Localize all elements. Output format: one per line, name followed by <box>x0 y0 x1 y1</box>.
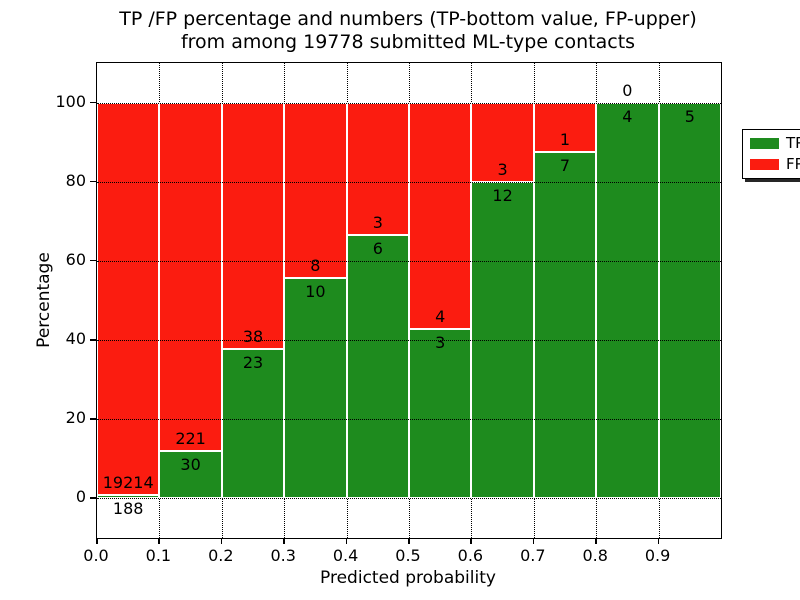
y-axis-label: Percentage <box>34 252 54 348</box>
y-tick-label: 100 <box>55 91 86 111</box>
fp-bar-segment <box>346 102 409 235</box>
tp-count-label: 188 <box>112 498 144 518</box>
x-tick-label: 0.9 <box>644 546 671 565</box>
fp-bar-segment <box>159 102 222 452</box>
y-tick-label: 80 <box>65 170 86 190</box>
chart-title-line1: TP /FP percentage and numbers (TP-bottom… <box>119 8 697 30</box>
legend: TP FP <box>742 129 800 179</box>
tp-count-label: 6 <box>372 238 383 258</box>
x-tick-label: 0.8 <box>582 546 608 565</box>
tp-bar-segment <box>159 451 222 499</box>
fp-bar-segment <box>533 102 597 153</box>
legend-item-fp: FP <box>750 157 800 172</box>
chart-title-line2: from among 19778 submitted ML-type conta… <box>180 31 636 53</box>
fp-bar-segment <box>284 102 347 279</box>
fp-swatch-icon <box>750 159 779 170</box>
h-gridline <box>97 102 721 104</box>
tp-bar-segment <box>658 102 721 499</box>
y-tick-label: 0 <box>75 487 86 507</box>
h-gridline <box>97 419 721 421</box>
fp-bar-segment <box>221 102 285 350</box>
fp-count-label: 38 <box>242 327 264 347</box>
x-tickmark <box>96 538 98 544</box>
x-tick-label: 0.1 <box>145 546 172 565</box>
x-tick-label: 0.3 <box>270 546 296 565</box>
x-tick-label: 0.5 <box>395 546 421 565</box>
y-tickmark <box>90 418 96 420</box>
h-gridline <box>97 498 721 500</box>
x-tickmark <box>470 538 472 544</box>
tp-count-label: 30 <box>180 455 201 475</box>
x-tick-label: 0.4 <box>332 546 359 565</box>
tp-bar-segment <box>596 102 659 499</box>
tp-count-label: 3 <box>435 332 446 352</box>
plot-area: TP FP 19214 188 221 30 38 23 8 10 3 6 4 3 3 12 1 7 0 4 5 <box>96 62 800 539</box>
x-tick-label: 0.6 <box>457 546 484 565</box>
x-tickmark <box>657 538 660 544</box>
tp-bar-segment <box>409 328 472 499</box>
x-tickmark <box>532 538 535 544</box>
legend-label-tp: TP <box>786 134 800 152</box>
fp-bar-segment <box>97 102 160 495</box>
y-tick-label: 60 <box>65 249 86 269</box>
x-axis-label: Predicted probability <box>320 568 496 588</box>
y-tick-label: 40 <box>65 329 86 349</box>
fp-count-label: 4 <box>435 306 446 326</box>
fp-count-label: 3 <box>497 159 508 179</box>
tp-count-label: 23 <box>242 353 264 373</box>
tp-swatch-icon <box>750 138 779 149</box>
x-tick-label: 0.0 <box>83 546 109 565</box>
y-tickmark <box>90 339 96 341</box>
fp-count-label: 3 <box>372 212 383 232</box>
h-gridline <box>97 181 721 183</box>
legend-item-tp: TP <box>750 136 800 151</box>
y-tickmark <box>90 101 96 104</box>
fp-count-label: 0 <box>622 80 633 100</box>
tp-bar-segment <box>97 494 160 499</box>
y-tick-label: 20 <box>65 408 86 428</box>
h-gridline <box>97 260 721 262</box>
x-tickmark <box>408 538 410 544</box>
tp-count-label: 7 <box>559 156 571 176</box>
tp-count-label: 5 <box>684 106 695 126</box>
tp-count-label: 10 <box>305 282 326 302</box>
fp-bar-segment <box>471 102 534 182</box>
legend-label-fp: FP <box>786 155 800 173</box>
fp-count-label: 8 <box>310 256 321 276</box>
y-tickmark <box>90 259 96 262</box>
fp-count-label: 221 <box>175 429 206 449</box>
x-tickmark <box>595 538 597 544</box>
y-tickmark <box>90 497 96 499</box>
tp-count-label: 4 <box>622 106 633 126</box>
tp-bar-segment <box>221 349 285 499</box>
x-tickmark <box>158 538 160 544</box>
h-gridline <box>97 340 721 342</box>
tp-count-label: 12 <box>492 185 513 205</box>
x-tick-label: 0.7 <box>520 546 546 565</box>
fp-count-label: 19214 <box>102 472 154 492</box>
x-tick-label: 0.2 <box>208 546 234 565</box>
tp-bar-segment <box>284 278 347 499</box>
tp-bar-segment <box>346 234 409 499</box>
fp-bar-segment <box>409 102 472 329</box>
y-tickmark <box>90 180 96 183</box>
chart-title: TP /FP percentage and numbers (TP-bottom… <box>108 8 708 54</box>
x-tickmark <box>345 538 348 544</box>
x-tickmark <box>220 538 223 544</box>
x-tickmark <box>283 538 285 544</box>
tp-bar-segment <box>533 152 597 499</box>
fp-count-label: 1 <box>559 130 571 150</box>
